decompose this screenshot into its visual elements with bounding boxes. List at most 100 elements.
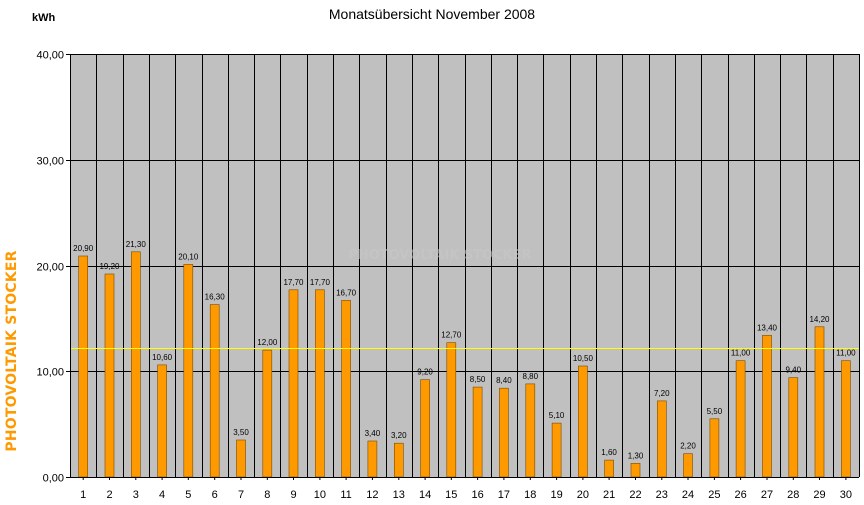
x-tick-label: 13 bbox=[393, 489, 405, 501]
bar bbox=[709, 418, 720, 478]
bar bbox=[472, 386, 483, 478]
bar-value-label: 3,50 bbox=[233, 428, 249, 437]
bar-value-label: 16,70 bbox=[336, 288, 357, 297]
bar bbox=[209, 304, 220, 478]
x-tick-label: 30 bbox=[840, 489, 852, 501]
bar bbox=[315, 289, 325, 478]
y-tick-label: 0,00 bbox=[43, 473, 64, 485]
x-tick-label: 14 bbox=[419, 489, 431, 501]
bar bbox=[236, 439, 246, 478]
bar-value-label: 19,20 bbox=[99, 262, 120, 271]
x-tick-label: 27 bbox=[761, 489, 773, 501]
x-tick-label: 19 bbox=[550, 489, 562, 501]
bar bbox=[341, 300, 351, 478]
x-tick-label: 26 bbox=[734, 489, 746, 501]
bar bbox=[788, 377, 799, 478]
bar-value-label: 21,30 bbox=[126, 240, 147, 249]
x-tick-label: 29 bbox=[813, 489, 825, 501]
x-tick-label: 6 bbox=[212, 489, 218, 501]
bar-value-label: 16,30 bbox=[205, 293, 226, 302]
x-tick-label: 11 bbox=[340, 489, 351, 501]
x-tick-label: 23 bbox=[656, 489, 668, 501]
bar bbox=[683, 453, 693, 478]
bar-value-label: 8,50 bbox=[470, 375, 486, 384]
x-tick-label: 9 bbox=[290, 489, 296, 501]
bar-value-label: 20,90 bbox=[73, 244, 94, 253]
bar bbox=[393, 442, 404, 478]
bar-value-label: 9,40 bbox=[786, 366, 802, 375]
watermark-text: PHOTOVOLTAIK STOCKER bbox=[348, 248, 532, 263]
bar bbox=[367, 440, 378, 478]
plot-area bbox=[70, 54, 859, 477]
bar-value-label: 5,10 bbox=[549, 411, 565, 420]
bar-value-label: 2,20 bbox=[680, 442, 696, 451]
chart-title: Monatsübersicht November 2008 bbox=[328, 6, 536, 22]
x-tick-label: 15 bbox=[445, 489, 457, 501]
bar-value-label: 14,20 bbox=[809, 315, 830, 324]
bar-value-label: 1,60 bbox=[601, 448, 617, 457]
bar-value-label: 12,00 bbox=[257, 338, 278, 347]
bar-value-label: 8,40 bbox=[496, 376, 512, 385]
x-tick-label: 22 bbox=[629, 489, 641, 501]
bar bbox=[446, 342, 457, 478]
bar bbox=[735, 360, 746, 478]
bar bbox=[262, 349, 273, 478]
bar-value-label: 3,40 bbox=[365, 429, 381, 438]
x-tick-label: 20 bbox=[577, 489, 589, 501]
bar-value-label: 5,50 bbox=[707, 407, 723, 416]
x-tick-label: 3 bbox=[133, 489, 139, 501]
bar-value-label: 11,00 bbox=[836, 349, 856, 358]
bar-value-label: 13,40 bbox=[757, 323, 778, 332]
x-tick-label: 12 bbox=[366, 489, 378, 501]
x-tick-label: 10 bbox=[314, 489, 326, 501]
bar-value-label: 1,30 bbox=[628, 451, 644, 460]
bar bbox=[814, 326, 825, 478]
x-tick-label: 8 bbox=[264, 489, 270, 501]
bar-value-label: 10,50 bbox=[573, 354, 594, 363]
bar bbox=[104, 273, 115, 478]
bar bbox=[841, 360, 851, 478]
bar bbox=[604, 459, 614, 478]
x-tick-label: 28 bbox=[787, 489, 799, 501]
x-tick-label: 25 bbox=[708, 489, 720, 501]
y-axis-unit-label: kWh bbox=[32, 12, 56, 24]
x-tick-label: 18 bbox=[524, 489, 536, 501]
bar-value-label: 7,20 bbox=[654, 389, 670, 398]
y-tick-label: 40,00 bbox=[36, 50, 64, 62]
bar-value-label: 3,20 bbox=[391, 431, 407, 440]
bar-value-label: 9,20 bbox=[417, 368, 433, 377]
bar bbox=[551, 422, 562, 478]
x-tick-label: 24 bbox=[682, 489, 694, 501]
bar-value-label: 8,80 bbox=[523, 372, 539, 381]
bar-value-label: 17,70 bbox=[310, 278, 331, 287]
x-tick-label: 5 bbox=[185, 489, 191, 501]
y-tick-label: 20,00 bbox=[36, 262, 64, 274]
x-tick-label: 4 bbox=[159, 489, 165, 501]
x-tick-label: 7 bbox=[238, 489, 244, 501]
bar bbox=[131, 251, 141, 478]
bar bbox=[420, 379, 430, 478]
bar-value-label: 20,10 bbox=[178, 252, 199, 261]
bar-value-label: 10,60 bbox=[152, 353, 173, 362]
bar bbox=[157, 364, 167, 478]
x-tick-label: 16 bbox=[471, 489, 483, 501]
x-tick-label: 1 bbox=[80, 489, 86, 501]
bar-value-label: 17,70 bbox=[283, 278, 304, 287]
bar bbox=[288, 289, 299, 478]
x-tick-label: 2 bbox=[106, 489, 112, 501]
bar bbox=[630, 462, 641, 478]
y-tick-label: 10,00 bbox=[36, 367, 64, 379]
bar bbox=[762, 334, 772, 478]
bar bbox=[656, 400, 667, 478]
bar bbox=[183, 264, 194, 478]
x-tick-label: 17 bbox=[498, 489, 510, 501]
bar-value-label: 12,70 bbox=[441, 331, 462, 340]
bar bbox=[578, 365, 588, 478]
bar bbox=[499, 387, 509, 478]
x-tick-label: 21 bbox=[603, 489, 615, 501]
bar bbox=[525, 383, 536, 478]
y-tick-label: 30,00 bbox=[36, 156, 64, 168]
bar bbox=[78, 255, 88, 478]
bar-value-label: 11,00 bbox=[731, 349, 751, 358]
